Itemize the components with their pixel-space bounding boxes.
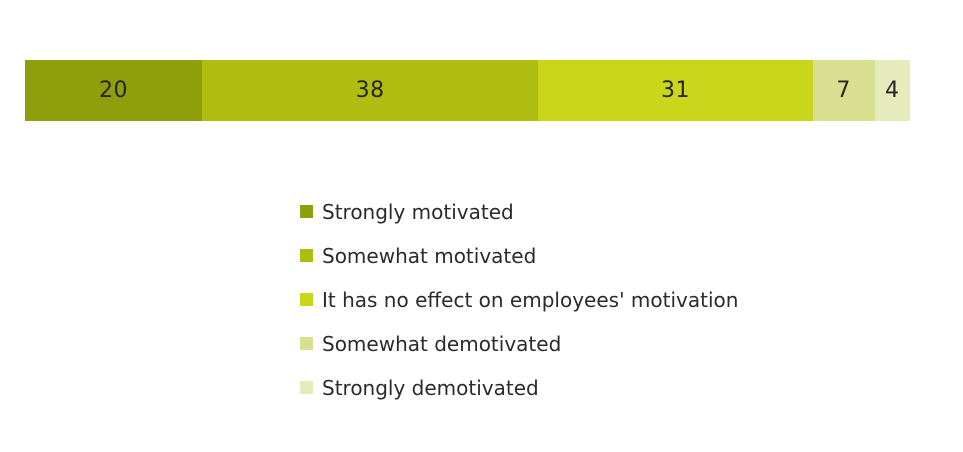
stacked-bar: 20 38 31 7 4	[25, 60, 910, 121]
bar-segment-value: 38	[355, 78, 385, 103]
legend-swatch-icon	[300, 337, 313, 350]
legend-swatch-icon	[300, 293, 313, 306]
bar-segment-2: 38	[202, 60, 539, 121]
bar-segment-3: 31	[538, 60, 813, 121]
bar-segment-value: 7	[836, 78, 851, 103]
legend-label: Strongly demotivated	[322, 375, 539, 400]
legend-swatch-icon	[300, 205, 313, 218]
bar-segment-4: 7	[812, 60, 875, 121]
legend-item: Somewhat motivated	[300, 243, 738, 268]
legend-item: It has no effect on employees' motivatio…	[300, 287, 739, 312]
legend-item: Strongly demotivated	[300, 375, 738, 400]
bar-segment-value: 20	[99, 78, 128, 103]
legend: Strongly motivated Somewhat motivated It h…	[300, 199, 739, 400]
bar-segment-value: 4	[885, 78, 900, 103]
legend-label: Somewhat motivated	[322, 243, 537, 268]
legend-label: It has no effect on employees' motivatio…	[322, 287, 739, 312]
legend-item: Somewhat demotivated	[300, 331, 738, 356]
bar-segment-5: 4	[874, 60, 910, 121]
legend-swatch-icon	[300, 249, 313, 262]
legend-item: Strongly motivated	[300, 199, 738, 224]
bar-segment-value: 31	[660, 78, 690, 103]
bar-segment-1: 20	[25, 60, 202, 121]
legend-swatch-icon	[300, 381, 313, 394]
legend-label: Strongly motivated	[322, 199, 514, 224]
legend-label: Somewhat demotivated	[322, 331, 562, 356]
